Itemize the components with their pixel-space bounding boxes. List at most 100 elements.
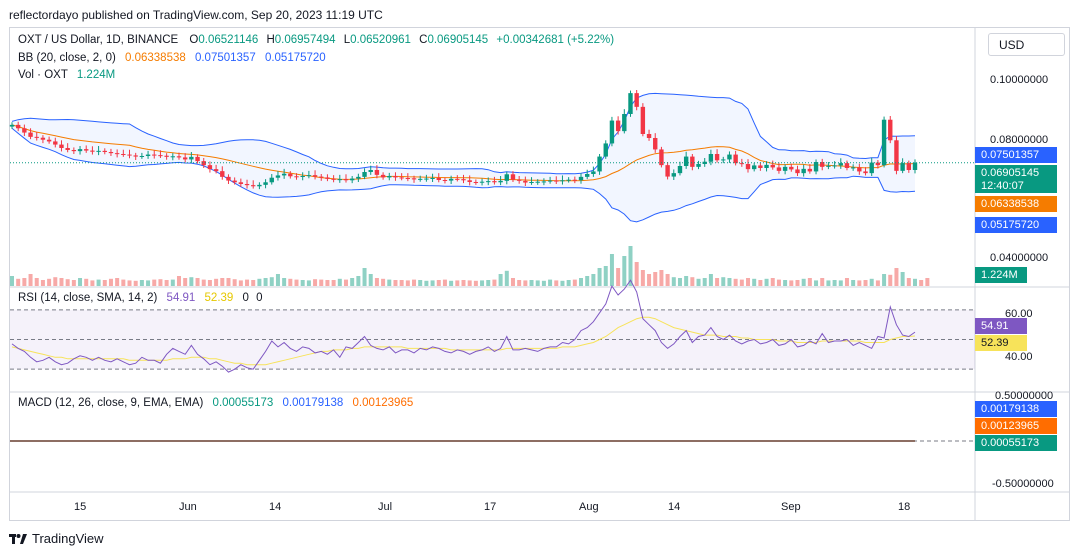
low-label: L (343, 34, 351, 46)
candle-body (516, 179, 522, 181)
volume-bar (436, 280, 441, 286)
candle-body (603, 143, 608, 157)
volume-bar (826, 280, 831, 286)
volume-bar (684, 276, 689, 286)
close-label: C (419, 34, 428, 46)
footer-brand[interactable]: TradingView (32, 531, 104, 546)
volume-bar (535, 280, 540, 286)
candle-body (362, 172, 367, 177)
rsi-extra-1: 0 (242, 292, 249, 304)
candle-body (807, 168, 813, 172)
candle-body (405, 178, 411, 179)
volume-bar (733, 278, 738, 286)
rsi-label[interactable]: RSI (14, close, SMA, 14, 2) (18, 292, 158, 304)
chart-frame[interactable] (9, 27, 1070, 521)
volume-bar (146, 280, 151, 286)
candle-body (473, 182, 479, 183)
volume-bar (548, 279, 553, 286)
candle-body (22, 128, 27, 133)
candle-body (121, 154, 126, 155)
volume-bar (677, 278, 682, 286)
candle-body (207, 165, 213, 170)
candle-body (609, 120, 615, 144)
candle-body (127, 154, 132, 156)
symbol-label[interactable]: OXT / US Dollar, 1D, BINANCE (18, 34, 179, 46)
candle-body (226, 176, 231, 181)
volume-bar (560, 280, 565, 286)
price-axis-label: 0.10000000 (990, 74, 1049, 86)
candle-body (251, 185, 256, 187)
candle-body (615, 120, 621, 132)
candle-body (510, 174, 516, 180)
last-price-value: 0.06905145 (981, 167, 1040, 179)
volume-bar (851, 280, 856, 286)
time-axis-label: 15 (74, 501, 87, 513)
volume-bar (269, 277, 274, 286)
volume-bar (832, 280, 837, 286)
candle-body (294, 176, 299, 178)
volume-bar (523, 280, 528, 286)
vol-label[interactable]: Vol · OXT (18, 69, 68, 81)
volume-bar (517, 280, 522, 286)
volume-bar (844, 278, 849, 286)
candle-body (102, 150, 107, 152)
volume-bar (220, 278, 225, 286)
candle-body (380, 174, 386, 178)
candle-body (504, 174, 509, 181)
macd-axis-label: -0.50000000 (992, 478, 1054, 490)
high-value: 0.06957494 (274, 34, 336, 46)
candle-body (770, 164, 775, 168)
candle-body (832, 165, 837, 167)
rsi-sma-tag: 52.39 (975, 335, 1027, 351)
volume-bar (313, 279, 318, 286)
candle-body (659, 149, 664, 166)
candle-body (152, 154, 157, 156)
volume-bar (814, 280, 819, 286)
bb-upper-tag: 0.07501357 (975, 147, 1057, 163)
candle-body (195, 156, 200, 162)
rsi-tag: 54.91 (975, 318, 1027, 334)
rsi-sma-value: 52.39 (204, 292, 234, 304)
candle-body (319, 176, 324, 178)
candle-body (776, 167, 782, 171)
candle-body (677, 166, 683, 174)
bb-lower-line (11, 127, 916, 223)
candle-body (801, 168, 806, 174)
volume-bar (622, 256, 627, 286)
volume-bar (245, 279, 250, 286)
volume-bar (746, 278, 751, 286)
volume-bar (374, 278, 379, 286)
volume-bar (214, 278, 219, 286)
candle-body (368, 170, 373, 172)
volume-bar (857, 280, 862, 286)
volume-bar (609, 254, 614, 286)
candle-body (863, 171, 868, 174)
volume-bar (783, 280, 788, 286)
candle-body (560, 180, 565, 182)
volume-bar (888, 274, 893, 286)
volume-bar (882, 274, 887, 286)
candle-body (393, 176, 398, 178)
volume-bar (16, 278, 21, 286)
footer: TradingView (9, 531, 104, 546)
bb-label[interactable]: BB (20, close, 2, 0) (18, 52, 116, 64)
candle-body (158, 155, 163, 157)
price-axis-label: 0.08000000 (990, 134, 1049, 146)
candle-body (850, 167, 856, 169)
currency-button[interactable]: USD (988, 33, 1065, 56)
volume-bar (863, 280, 868, 286)
volume-bar (59, 278, 64, 286)
volume-bar (325, 280, 330, 286)
volume-bar (96, 279, 101, 286)
time-axis-label: Jun (179, 501, 197, 513)
volume-bar (820, 278, 825, 286)
volume-bar (665, 274, 670, 286)
candle-body (139, 156, 145, 157)
candle-body (751, 165, 757, 170)
candle-body (84, 149, 89, 151)
volume-bar (226, 278, 231, 286)
volume-bar (263, 278, 268, 286)
high-label: H (266, 34, 275, 46)
macd-label[interactable]: MACD (12, 26, close, 9, EMA, EMA) (18, 397, 204, 409)
